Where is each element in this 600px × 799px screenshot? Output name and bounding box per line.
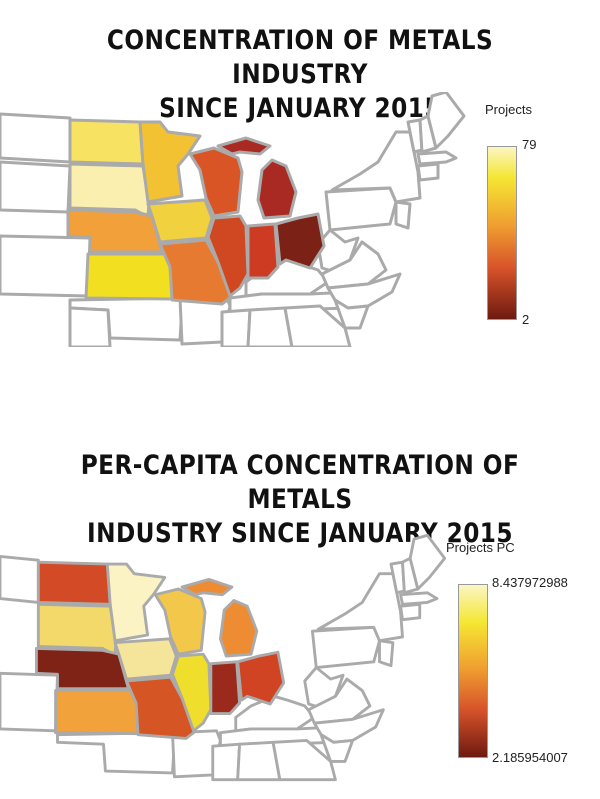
state-kentucky xyxy=(234,694,316,733)
state-wyoming xyxy=(0,160,72,214)
map-title: CONCENTRATION OF METALS INDUSTRY SINCE J… xyxy=(42,24,558,126)
legend-title: Projects xyxy=(485,102,532,117)
state-wisconsin xyxy=(188,146,244,218)
map-title-line-2: SINCE JANUARY 2015 xyxy=(159,93,441,124)
state-maine xyxy=(426,92,466,150)
state-iowa xyxy=(146,198,214,244)
state-new-jersey xyxy=(394,200,412,230)
state-montana xyxy=(0,112,72,164)
state-illinois xyxy=(206,214,250,298)
state-massachusetts xyxy=(399,591,439,606)
state-nebraska xyxy=(34,646,130,691)
map-title-line-2: INDUSTRY SINCE JANUARY 2015 xyxy=(87,518,513,549)
state-pennsylvania xyxy=(310,625,381,669)
state-pennsylvania xyxy=(324,186,398,232)
state-kansas xyxy=(84,252,174,301)
state-oklahoma xyxy=(56,731,176,775)
state-maine xyxy=(408,533,447,591)
state-wisconsin xyxy=(153,587,207,656)
legend-min-label: 2 xyxy=(522,312,530,327)
state-indiana xyxy=(209,660,242,715)
state-mississippi xyxy=(211,742,242,782)
state-iowa xyxy=(113,637,178,681)
state-minnesota xyxy=(105,562,167,643)
state-georgia xyxy=(271,738,337,782)
legend-min-label: 2.185954007 xyxy=(492,750,568,765)
state-georgia xyxy=(283,304,352,347)
state-texas xyxy=(68,306,112,347)
choropleth-map-projects xyxy=(0,92,466,347)
state-illinois xyxy=(171,652,213,733)
state-nebraska xyxy=(66,208,164,254)
state-alabama xyxy=(246,306,294,347)
state-ohio xyxy=(274,212,326,270)
legend-title: Projects PC xyxy=(446,540,515,555)
legend-color-scale xyxy=(487,146,517,320)
legend-color-scale xyxy=(458,584,488,758)
state-kansas xyxy=(54,689,140,736)
state-indiana xyxy=(246,222,280,280)
state-south-carolina xyxy=(333,298,370,330)
legend-max-label: 79 xyxy=(522,137,537,152)
state-michigan xyxy=(256,158,298,220)
state-minnesota xyxy=(138,120,202,204)
state-colorado xyxy=(0,671,59,733)
state-michigan xyxy=(218,599,259,658)
state-south-carolina xyxy=(319,733,355,763)
state-montana xyxy=(0,554,40,604)
state-connecticut xyxy=(416,162,440,182)
state-mississippi xyxy=(220,308,252,347)
map-title-line-1: CONCENTRATION OF METALS INDUSTRY xyxy=(106,25,494,90)
state-north-dakota xyxy=(68,118,145,166)
state-michigan-up xyxy=(180,577,234,597)
legend-max-label: 8.437972988 xyxy=(492,575,568,590)
state-new-jersey xyxy=(378,639,395,668)
state-michigan-up xyxy=(216,136,272,156)
state-connecticut xyxy=(399,602,422,622)
map-title-line-1: PER-CAPITA CONCENTRATION OF METALS xyxy=(80,450,520,515)
state-north-dakota xyxy=(36,560,112,606)
choropleth-map-projects-per-capita xyxy=(0,533,447,782)
state-massachusetts xyxy=(416,150,458,166)
state-colorado xyxy=(0,234,92,298)
state-ohio xyxy=(236,650,286,706)
map-title: PER-CAPITA CONCENTRATION OF METALS INDUS… xyxy=(42,449,558,551)
